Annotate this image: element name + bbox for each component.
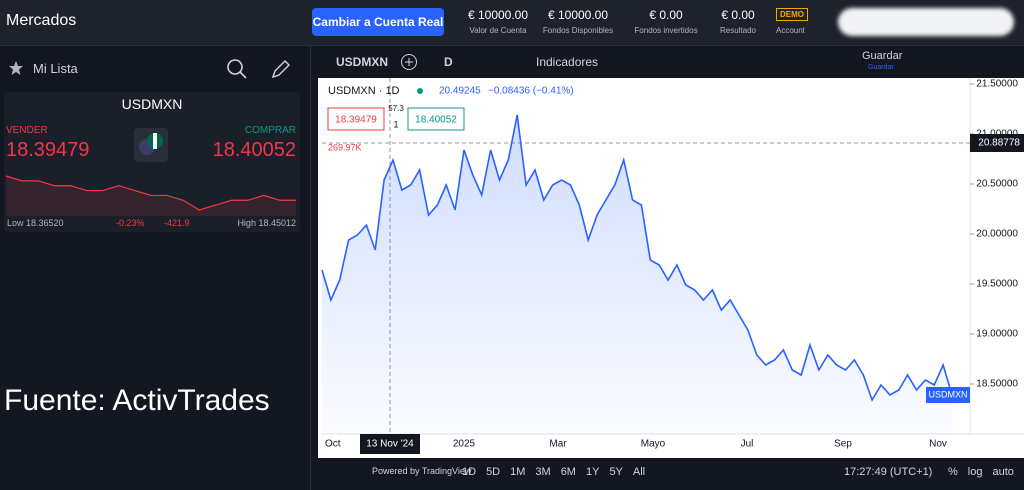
y-tick-label: 18.50000: [976, 379, 1018, 390]
quantity: 1: [393, 119, 398, 129]
range-button[interactable]: 5D: [486, 466, 501, 478]
volume: 269.97K: [328, 142, 362, 152]
x-tick-label: Mar: [549, 439, 567, 450]
x-tick-label: Nov: [929, 439, 947, 450]
stat-value: € 10000.00: [467, 8, 529, 22]
bid-box[interactable]: [327, 107, 385, 131]
buy-price[interactable]: 18.40052: [212, 139, 296, 161]
x-tick-label: Jul: [741, 439, 754, 450]
flag-icon: [134, 128, 168, 162]
range-buttons: 1D 5D 1M 3M 6M 1Y 5Y All: [462, 466, 655, 478]
stat: € 0.00 Fondos invertidos: [626, 8, 706, 35]
bid: 18.39479: [335, 115, 377, 126]
x-tick-label: Sep: [834, 439, 852, 450]
range-button[interactable]: 1D: [462, 466, 477, 478]
change-points: -421.9: [164, 218, 190, 228]
top-bar: Mercados Cambiar a Cuenta Real € 10000.0…: [0, 0, 1024, 46]
powered-by[interactable]: Powered by TradingView: [372, 466, 472, 476]
add-symbol-icon[interactable]: [400, 53, 418, 71]
x-tick-label: Oct: [325, 439, 341, 450]
ask-box[interactable]: [407, 107, 465, 131]
source-note: Fuente: ActivTrades: [4, 384, 270, 417]
edit-icon[interactable]: [270, 58, 292, 80]
y-tick-label: 20.50000: [976, 179, 1018, 190]
sell-label: VENDER: [6, 125, 48, 136]
legend-change: −0.08436 (−0.41%): [488, 86, 574, 97]
stat-label: Resultado: [719, 26, 757, 35]
save-sub: Guardar: [868, 64, 894, 71]
stat: € 10000.00 Valor de Cuenta: [458, 8, 538, 35]
interval[interactable]: D: [444, 55, 453, 69]
live-dot: [417, 88, 423, 94]
high-price: High 18.45012: [237, 218, 296, 228]
area: [322, 115, 952, 434]
x-tick-label: 2025: [453, 439, 476, 450]
stat: € 0.00 Resultado: [698, 8, 778, 35]
y-tick-label: 19.00000: [976, 329, 1018, 340]
buy-label: COMPRAR: [244, 125, 296, 136]
stat-label: Fondos Disponibles: [542, 26, 614, 35]
stat-value: € 0.00: [649, 8, 683, 22]
blurred-user: [838, 8, 1014, 36]
range-button[interactable]: 3M: [535, 466, 551, 478]
range-button[interactable]: 5Y: [609, 466, 623, 478]
crosshair-price-bg: [970, 134, 1024, 152]
spread: 57.3: [388, 104, 404, 113]
scale-option[interactable]: log: [967, 466, 983, 478]
range-button[interactable]: All: [632, 466, 646, 478]
real-account-button[interactable]: Cambiar a Cuenta Real: [312, 8, 444, 36]
sparkline-line: [5, 175, 296, 211]
crosshair-date-bg: [360, 434, 420, 454]
low-price: Low 18.36520: [7, 218, 64, 228]
chart-toolbar: USDMXN D Indicadores Guardar Guardar: [318, 46, 1024, 79]
card-symbol: USDMXN: [121, 96, 183, 112]
stat-value: € 0.00: [721, 8, 755, 22]
sell-price[interactable]: 18.39479: [6, 139, 90, 161]
scale-option[interactable]: %: [948, 466, 958, 478]
chart: 18.50000 19.00000 19.50000 20.00000 20.50000…: [321, 78, 1024, 454]
stat-value: € 10000.00: [547, 8, 609, 22]
demo-badge: DEMO: [776, 8, 808, 21]
legend-last: 20.49245: [439, 86, 481, 97]
toolbar-symbol[interactable]: USDMXN: [336, 55, 389, 69]
save[interactable]: Guardar: [862, 50, 903, 62]
search-icon[interactable]: [226, 58, 248, 80]
stat: € 10000.00 Fondos Disponibles: [538, 8, 618, 35]
range-button[interactable]: 1Y: [585, 466, 600, 478]
watchlist-title: Mi Lista: [33, 61, 78, 76]
y-tick-label: 21.50000: [976, 79, 1018, 90]
bottom-bar: Powered by TradingView 1D 5D 1M 3M 6M 1Y 5Y All…: [318, 458, 1024, 490]
y-tick-label: 20.00000: [976, 229, 1018, 240]
scale-options: % log auto: [948, 466, 1024, 478]
range-button[interactable]: 1M: [510, 466, 526, 478]
crosshair-price: 20.88778: [978, 138, 1020, 149]
sparkline: [5, 175, 296, 216]
range-button[interactable]: 6M: [560, 466, 576, 478]
star-icon: [9, 61, 23, 75]
badge-label: Account: [776, 26, 805, 35]
y-tick-label: 19.50000: [976, 279, 1018, 290]
instrument-card[interactable]: USDMXN VENDER 18.39479 COMPRAR 18.40052 …: [4, 92, 300, 232]
stat-label: Fondos invertidos: [634, 26, 698, 35]
series-tag-bg: [926, 387, 970, 403]
legend-title: USDMXN · 1D: [328, 85, 400, 97]
change-percent: -0.23%: [116, 218, 145, 228]
indicators[interactable]: Indicadores: [536, 55, 599, 69]
x-tick-label: 13 Nov '24: [366, 439, 414, 450]
x-tick-label: Mayo: [641, 439, 666, 450]
chart-area: 18.50000 19.00000 19.50000 20.00000 20.50000…: [318, 78, 1024, 458]
ask: 18.40052: [415, 115, 457, 126]
app-title: Mercados: [6, 12, 77, 29]
scale-option[interactable]: auto: [992, 466, 1014, 478]
stat-label: Valor de Cuenta: [469, 26, 527, 35]
price-line: [321, 114, 953, 402]
series-tag: USDMXN: [928, 389, 967, 399]
clock: 17:27:49 (UTC+1): [844, 466, 933, 478]
